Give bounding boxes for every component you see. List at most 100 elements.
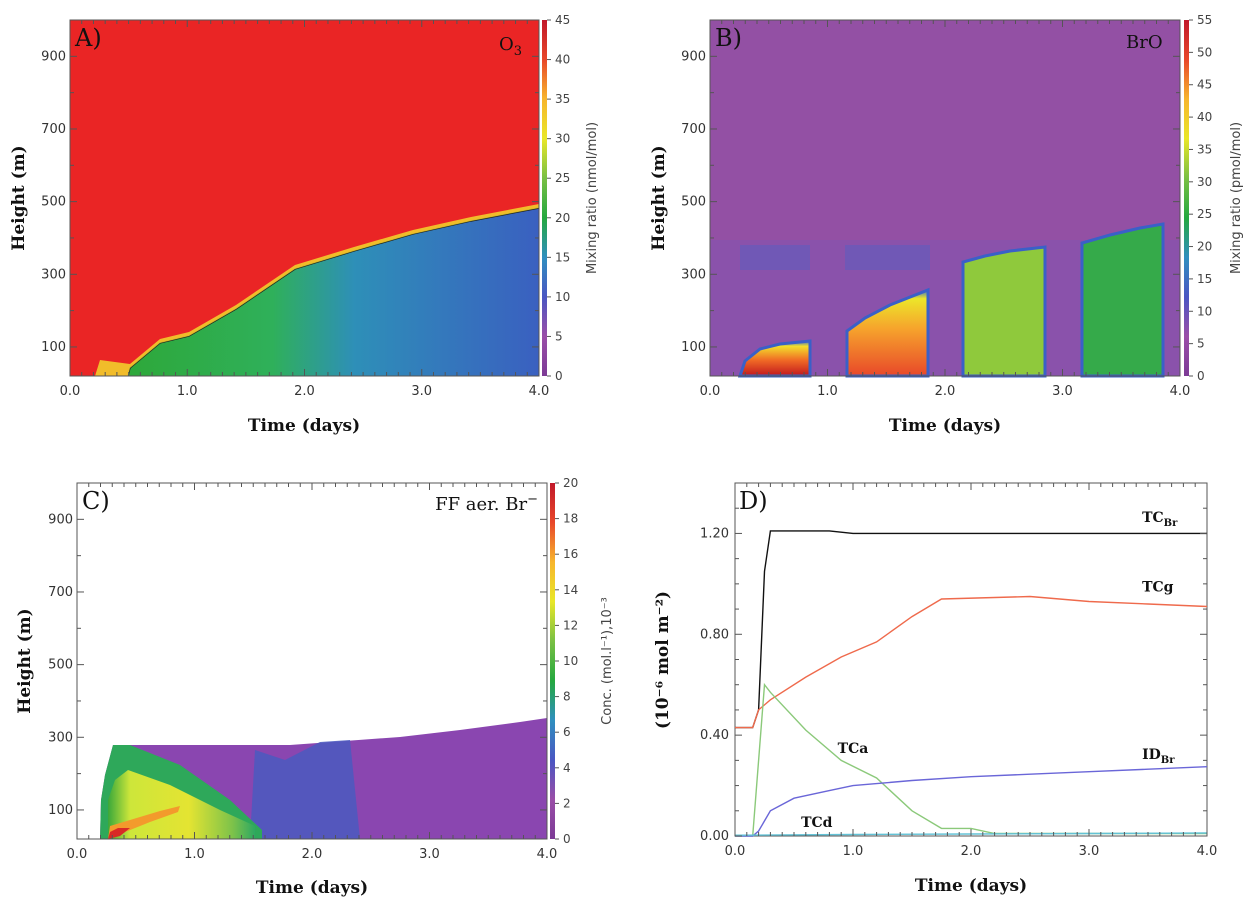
- panel-d-plot-frame: [734, 482, 1208, 837]
- series-line-idbr: [735, 766, 1208, 837]
- colorbar-tick-label: 55: [1197, 13, 1212, 27]
- panel-d-series: [734, 530, 1208, 837]
- x-tick-label: 2.0: [302, 847, 323, 862]
- colorbar-tick-label: 30: [555, 132, 570, 146]
- panel-c-species-label: FF aer. Br−: [435, 492, 538, 515]
- x-tick-label: 1.0: [184, 847, 205, 862]
- x-tick-label: 1.0: [177, 384, 198, 399]
- series-label-tcd: TCd: [801, 815, 833, 831]
- y-tick-label: 700: [48, 585, 73, 600]
- y-tick-label: 900: [41, 49, 66, 64]
- panel-a-species-label: O3: [499, 34, 522, 59]
- panel-b-night-band-1: [740, 245, 810, 270]
- colorbar-tick-label: 45: [1197, 78, 1212, 92]
- panel-b-day-4-block: [1080, 222, 1165, 378]
- x-tick-label: 2.0: [935, 384, 956, 399]
- series-line-tcg: [735, 595, 1208, 729]
- series-label-idbr: IDBr: [1142, 747, 1175, 766]
- panel-a-y-axis-label: Height (m): [9, 145, 29, 250]
- y-tick-label: 900: [681, 49, 706, 64]
- panel-b-colorbar-label: Mixing ratio (pmol/mol): [1229, 122, 1244, 274]
- y-tick-label: 0.40: [700, 728, 729, 743]
- colorbar-tick-label: 40: [1197, 110, 1212, 124]
- panel-b-x-axis-label: Time (days): [889, 416, 1001, 436]
- panel-a-letter: A): [74, 24, 102, 52]
- x-tick-label: 4.0: [1170, 384, 1191, 399]
- colorbar-tick-label: 25: [555, 171, 570, 185]
- panel-b-night-band-2: [845, 245, 930, 270]
- colorbar-tick-label: 10: [563, 654, 578, 668]
- panel-b-species-label: BrO: [1126, 32, 1163, 53]
- colorbar-tick-label: 15: [555, 250, 570, 264]
- colorbar-tick-label: 20: [563, 476, 578, 490]
- x-tick-label: 2.0: [961, 844, 982, 859]
- x-tick-label: 1.0: [817, 384, 838, 399]
- y-tick-label: 100: [681, 340, 706, 355]
- panel-d-y-axis-label: (10⁻⁶ mol m⁻²): [653, 591, 673, 729]
- colorbar-tick-label: 40: [555, 53, 570, 67]
- panel-a-low-ozone-region: [129, 208, 539, 376]
- panel-c-x-axis-label: Time (days): [256, 878, 368, 898]
- panel-b-y-axis-label: Height (m): [649, 145, 669, 250]
- x-tick-label: 3.0: [419, 847, 440, 862]
- y-tick-label: 300: [48, 730, 73, 745]
- series-label-tca: TCa: [838, 741, 869, 757]
- colorbar-tick-label: 15: [1197, 272, 1212, 286]
- colorbar-tick-label: 5: [1197, 337, 1205, 351]
- colorbar-tick-label: 16: [563, 547, 578, 561]
- panel-c: C) FF aer. Br− 0.0 1.0 2.0 3.0 4.0 100300500…: [15, 476, 615, 898]
- y-tick-label: 900: [48, 512, 73, 527]
- colorbar-tick-label: 2: [563, 796, 571, 810]
- x-tick-label: 3.0: [1079, 844, 1100, 859]
- y-tick-label: 700: [681, 122, 706, 137]
- x-tick-label: 4.0: [529, 384, 550, 399]
- x-tick-label: 1.0: [843, 844, 864, 859]
- panel-d-x-axis-label: Time (days): [915, 876, 1027, 896]
- colorbar-tick-label: 30: [1197, 175, 1212, 189]
- colorbar-tick-label: 8: [563, 690, 571, 704]
- y-tick-label: 300: [41, 267, 66, 282]
- panel-d: D) TCBr TCg TCa IDBr TCd 0.0 1.0 2.0 3.0 4.0 0.0…: [653, 482, 1218, 896]
- panel-b-day-3-block: [961, 245, 1047, 378]
- y-tick-label: 1.20: [700, 526, 729, 541]
- x-tick-label: 2.0: [294, 384, 315, 399]
- colorbar: [1184, 20, 1189, 376]
- colorbar: [550, 483, 555, 839]
- series-label-tcg: TCg: [1142, 579, 1174, 595]
- series-line-tca: [735, 682, 1207, 837]
- x-tick-label: 0.0: [60, 384, 81, 399]
- x-tick-label: 0.0: [725, 844, 746, 859]
- x-tick-label: 4.0: [1197, 844, 1218, 859]
- colorbar-tick-label: 0: [555, 369, 563, 383]
- panel-d-letter: D): [739, 487, 768, 515]
- panel-c-y-axis-label: Height (m): [15, 608, 35, 713]
- panel-c-blue-region: [250, 740, 360, 839]
- x-tick-label: 4.0: [537, 847, 558, 862]
- panel-c-letter: C): [82, 487, 110, 515]
- x-tick-label: 3.0: [411, 384, 432, 399]
- y-tick-label: 700: [41, 122, 66, 137]
- panel-d-series-labels: TCBr TCg TCa IDBr TCd: [801, 510, 1178, 831]
- panel-a-colorbar-label: Mixing ratio (nmol/mol): [585, 122, 600, 274]
- y-tick-label: 100: [41, 340, 66, 355]
- y-tick-label: 0.80: [700, 627, 729, 642]
- y-tick-label: 500: [41, 195, 66, 210]
- colorbar-tick-label: 45: [555, 13, 570, 27]
- colorbar: [542, 20, 547, 376]
- y-tick-label: 500: [681, 195, 706, 210]
- y-tick-label: 100: [48, 803, 73, 818]
- colorbar-tick-label: 35: [555, 92, 570, 106]
- colorbar-tick-label: 12: [563, 618, 578, 632]
- colorbar-tick-label: 6: [563, 725, 571, 739]
- panel-b-letter: B): [715, 24, 742, 52]
- colorbar-tick-label: 20: [555, 211, 570, 225]
- colorbar-tick-label: 35: [1197, 142, 1212, 156]
- panel-c-colorbar-label: Conc. (mol.l⁻¹),10⁻³: [600, 597, 615, 725]
- panel-c-peak-streak: [108, 828, 130, 839]
- x-tick-label: 0.0: [67, 847, 88, 862]
- colorbar-tick-label: 0: [563, 832, 571, 846]
- y-tick-label: 300: [681, 267, 706, 282]
